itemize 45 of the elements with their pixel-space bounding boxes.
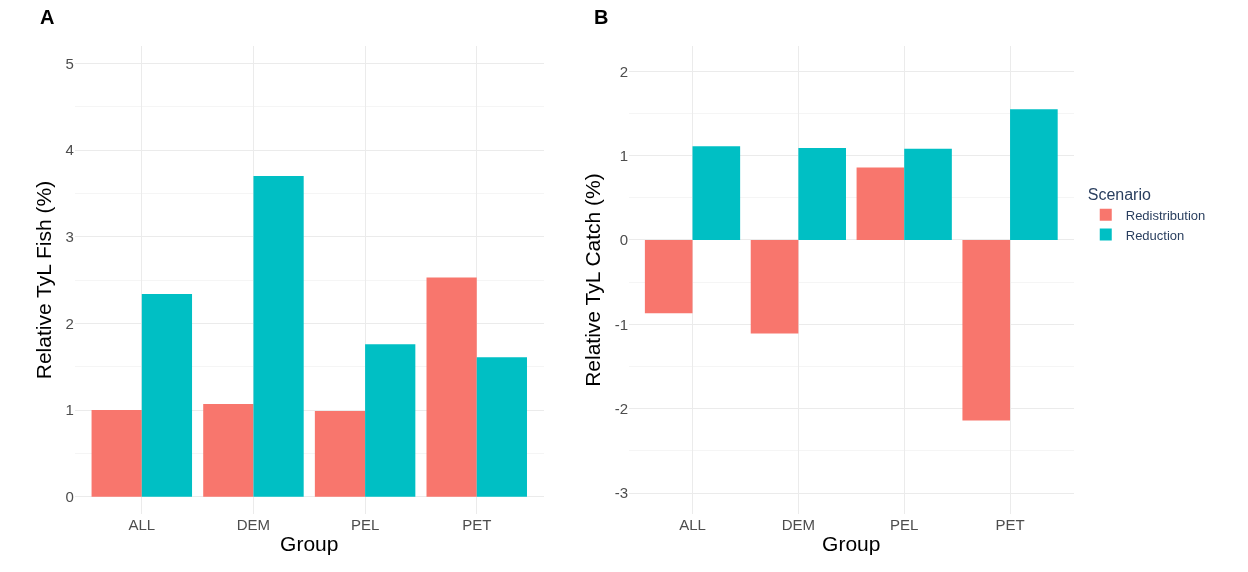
y-axis-title: Relative TyL Fish (%)	[31, 180, 55, 380]
y-tick-label: 1	[619, 146, 628, 164]
y-axis-title: Relative TyL Catch (%)	[580, 173, 604, 387]
bar	[904, 148, 952, 240]
bar	[1010, 109, 1058, 240]
legend-label: Redistribution	[1125, 207, 1206, 223]
y-tick-label: 2	[65, 314, 74, 332]
x-tick-label: ALL	[679, 516, 706, 534]
x-tick-label: PET	[462, 516, 492, 534]
bar	[798, 148, 846, 240]
y-tick-label: 0	[619, 231, 628, 249]
y-tick-label: -2	[614, 399, 628, 417]
bar	[141, 293, 193, 497]
y-tick-label: -1	[614, 315, 628, 333]
bar	[692, 146, 741, 240]
bar	[203, 404, 254, 497]
bar	[365, 344, 416, 497]
bar	[856, 167, 905, 240]
bar	[476, 357, 527, 497]
bar	[314, 410, 366, 497]
legend-label: Reduction	[1125, 227, 1185, 243]
chart-title: B	[594, 6, 609, 28]
x-tick-label: PEL	[890, 516, 919, 534]
x-tick-label: DEM	[236, 516, 271, 534]
bar	[426, 277, 477, 497]
chart-title: A	[40, 6, 55, 28]
y-tick-label: 1	[65, 401, 74, 419]
y-tick-label: 3	[65, 227, 74, 245]
bar	[91, 410, 142, 497]
bar	[644, 239, 693, 314]
x-tick-label: PET	[995, 516, 1025, 534]
x-tick-label: ALL	[128, 516, 156, 534]
y-tick-label: 0	[65, 488, 74, 506]
y-tick-label: 5	[65, 54, 74, 72]
y-tick-label: -3	[614, 484, 628, 502]
y-tick-label: 4	[65, 141, 74, 159]
x-tick-label: DEM	[781, 516, 816, 534]
legend-title: Scenario	[1087, 185, 1151, 203]
bar	[750, 239, 799, 334]
x-axis-title: Group	[822, 532, 881, 556]
bar	[962, 239, 1011, 421]
x-tick-label: PEL	[350, 516, 380, 534]
y-tick-label: 2	[619, 62, 628, 80]
bar	[253, 176, 304, 497]
x-axis-title: Group	[280, 532, 339, 556]
